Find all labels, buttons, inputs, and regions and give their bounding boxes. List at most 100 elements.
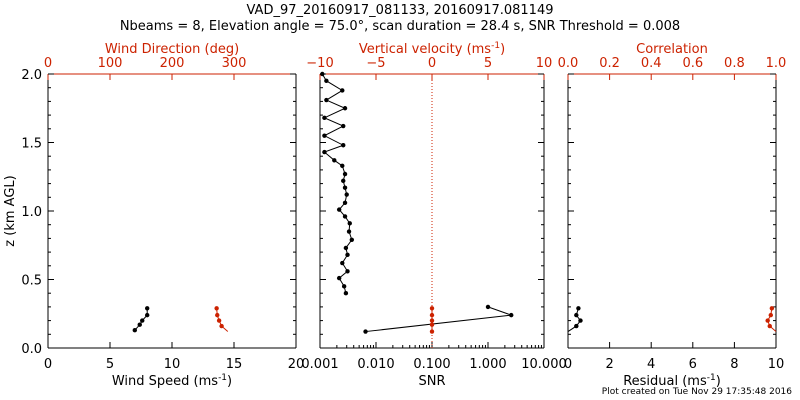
data-point bbox=[768, 312, 773, 318]
top-tick-label: 100 bbox=[98, 56, 123, 71]
top-tick-label: 200 bbox=[160, 56, 185, 71]
top-tick-label: 1.0 bbox=[766, 56, 787, 71]
data-point bbox=[145, 312, 150, 318]
top-tick-label: 0.2 bbox=[599, 56, 620, 71]
data-point bbox=[429, 312, 435, 318]
data-point bbox=[342, 214, 348, 219]
data-point bbox=[341, 284, 347, 289]
bottom-tick-label: 5 bbox=[106, 357, 114, 372]
top-tick-label: 0 bbox=[44, 56, 52, 71]
data-point bbox=[336, 275, 342, 281]
chart-title: VAD_97_20160917_081133, 20160917.081149 bbox=[246, 3, 554, 18]
bottom-tick-label: 15 bbox=[226, 357, 243, 372]
data-point bbox=[342, 200, 348, 205]
data-point bbox=[765, 318, 770, 323]
data-point bbox=[509, 312, 514, 318]
series-line-2-2 bbox=[365, 306, 512, 333]
data-point bbox=[322, 133, 327, 138]
data-point bbox=[340, 260, 345, 266]
data-point bbox=[343, 245, 349, 251]
data-point bbox=[324, 97, 329, 103]
data-point bbox=[322, 115, 327, 121]
data-point bbox=[145, 306, 150, 311]
data-point bbox=[345, 252, 350, 258]
bottom-tick-label: 0.100 bbox=[413, 357, 450, 372]
data-point bbox=[767, 323, 772, 329]
data-point bbox=[342, 171, 348, 177]
top-axis-label-3: Correlation bbox=[636, 42, 708, 57]
bottom-tick-label: 10.000 bbox=[521, 357, 567, 372]
top-tick-label: −10 bbox=[306, 56, 333, 71]
data-point bbox=[429, 318, 435, 323]
top-tick-label: 5 bbox=[484, 56, 492, 71]
data-point bbox=[340, 163, 345, 168]
y-axis-label: z (km AGL) bbox=[3, 175, 18, 246]
y-tick-label: 1.0 bbox=[21, 205, 42, 220]
top-axis-label-1: Wind Direction (deg) bbox=[105, 42, 239, 57]
data-point bbox=[578, 318, 583, 323]
bottom-tick-label: 20 bbox=[288, 357, 305, 372]
top-axis-label-2: Vertical velocity (ms-1) bbox=[359, 41, 505, 57]
data-point bbox=[140, 318, 145, 323]
data-point bbox=[349, 237, 355, 242]
bottom-tick-label: 4 bbox=[647, 357, 655, 372]
data-point bbox=[322, 149, 327, 155]
data-point bbox=[137, 322, 142, 327]
data-point bbox=[336, 207, 342, 212]
data-point bbox=[342, 185, 348, 190]
top-tick-label: 0.0 bbox=[558, 56, 579, 71]
top-tick-label: 10 bbox=[536, 56, 553, 71]
bottom-axis-label-3: Residual (ms-1) bbox=[623, 373, 721, 389]
data-point bbox=[340, 88, 345, 93]
y-tick-label: 0.5 bbox=[21, 274, 42, 289]
data-point bbox=[332, 158, 337, 163]
data-point bbox=[363, 329, 368, 334]
top-tick-label: 0.6 bbox=[682, 56, 703, 71]
bottom-tick-label: 0 bbox=[44, 357, 52, 372]
data-point bbox=[214, 306, 219, 311]
data-point bbox=[574, 323, 579, 329]
data-point bbox=[343, 291, 349, 296]
y-tick-label: 2.0 bbox=[21, 68, 42, 83]
bottom-tick-label: 1.000 bbox=[469, 357, 506, 372]
data-point bbox=[485, 304, 491, 310]
top-tick-label: 0.8 bbox=[724, 56, 745, 71]
chart-subtitle: Nbeams = 8, Elevation angle = 75.0°, sca… bbox=[119, 19, 681, 34]
plot-created-footer: Plot created on Tue Nov 29 17:35:48 2016 bbox=[601, 387, 792, 397]
bottom-tick-label: 0.010 bbox=[357, 357, 394, 372]
bottom-tick-label: 10 bbox=[164, 357, 181, 372]
bottom-tick-label: 10 bbox=[768, 357, 785, 372]
bottom-axis-label-1: Wind Speed (ms-1) bbox=[112, 373, 232, 389]
data-point bbox=[132, 327, 137, 333]
data-point bbox=[342, 106, 348, 111]
data-point bbox=[341, 123, 346, 129]
top-tick-label: 0 bbox=[428, 56, 436, 71]
series-line-2-1 bbox=[321, 73, 353, 294]
data-point bbox=[341, 143, 346, 148]
data-point bbox=[576, 306, 581, 311]
data-point bbox=[324, 78, 329, 84]
data-point bbox=[429, 329, 435, 334]
data-point bbox=[769, 306, 775, 311]
data-point bbox=[429, 306, 435, 311]
bottom-tick-label: 6 bbox=[689, 357, 697, 372]
top-tick-label: −5 bbox=[366, 56, 385, 71]
y-tick-label: 1.5 bbox=[21, 137, 42, 152]
data-point bbox=[344, 192, 349, 197]
bottom-tick-label: 0 bbox=[564, 357, 572, 372]
top-tick-label: 300 bbox=[222, 56, 247, 71]
data-point bbox=[215, 312, 220, 318]
data-point bbox=[219, 323, 224, 329]
data-point bbox=[346, 229, 352, 234]
top-tick-label: 0.4 bbox=[641, 56, 662, 71]
bottom-tick-label: 0.001 bbox=[301, 357, 338, 372]
data-point bbox=[574, 312, 579, 318]
data-point bbox=[320, 71, 325, 77]
bottom-axis-label-2: SNR bbox=[418, 374, 445, 389]
data-point bbox=[341, 178, 346, 184]
y-tick-label: 0.0 bbox=[21, 342, 42, 357]
bottom-tick-label: 8 bbox=[730, 357, 738, 372]
data-point bbox=[347, 221, 352, 226]
bottom-tick-label: 2 bbox=[605, 357, 613, 372]
